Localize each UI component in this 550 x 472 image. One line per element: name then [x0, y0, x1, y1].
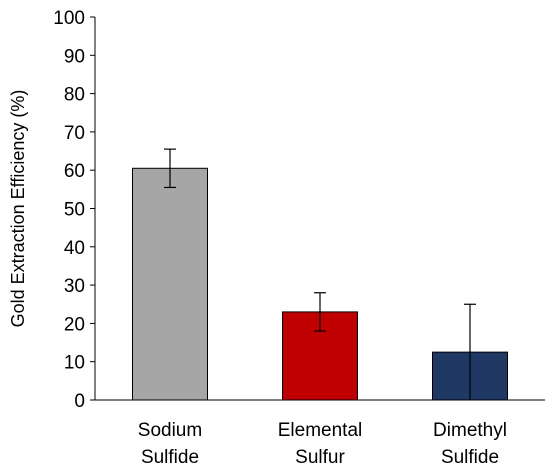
category-label: Elemental Sulfur [278, 420, 363, 468]
y-axis-title: Gold Extraction Efficiency (%) [8, 90, 28, 328]
error-bar [164, 148, 176, 189]
y-tick-label: 90 [64, 46, 85, 67]
error-bar [314, 292, 326, 332]
error-bars [164, 148, 476, 400]
y-tick-label: 80 [64, 85, 85, 106]
category-label: Sodium Sulfide [138, 420, 202, 468]
category-labels: Sodium Sulfide Elemental Sulfur Dimethyl Sulf… [138, 420, 507, 468]
error-bar [464, 303, 476, 400]
y-tick-label: 0 [74, 391, 85, 412]
y-tick-label: 60 [64, 161, 85, 182]
y-axis-ticks: 0 10 20 30 40 50 60 70 80 90 100 [53, 8, 95, 412]
bars [132, 167, 508, 401]
y-tick-label: 50 [64, 200, 85, 221]
y-tick-label: 10 [64, 353, 85, 374]
y-tick-label: 70 [64, 123, 85, 144]
y-tick-label: 100 [53, 8, 85, 29]
category-label: Dimethyl Sulfide [433, 420, 507, 468]
y-tick-label: 20 [64, 314, 85, 335]
y-tick-label: 40 [64, 238, 85, 259]
y-tick-label: 30 [64, 276, 85, 297]
bar [132, 167, 208, 401]
